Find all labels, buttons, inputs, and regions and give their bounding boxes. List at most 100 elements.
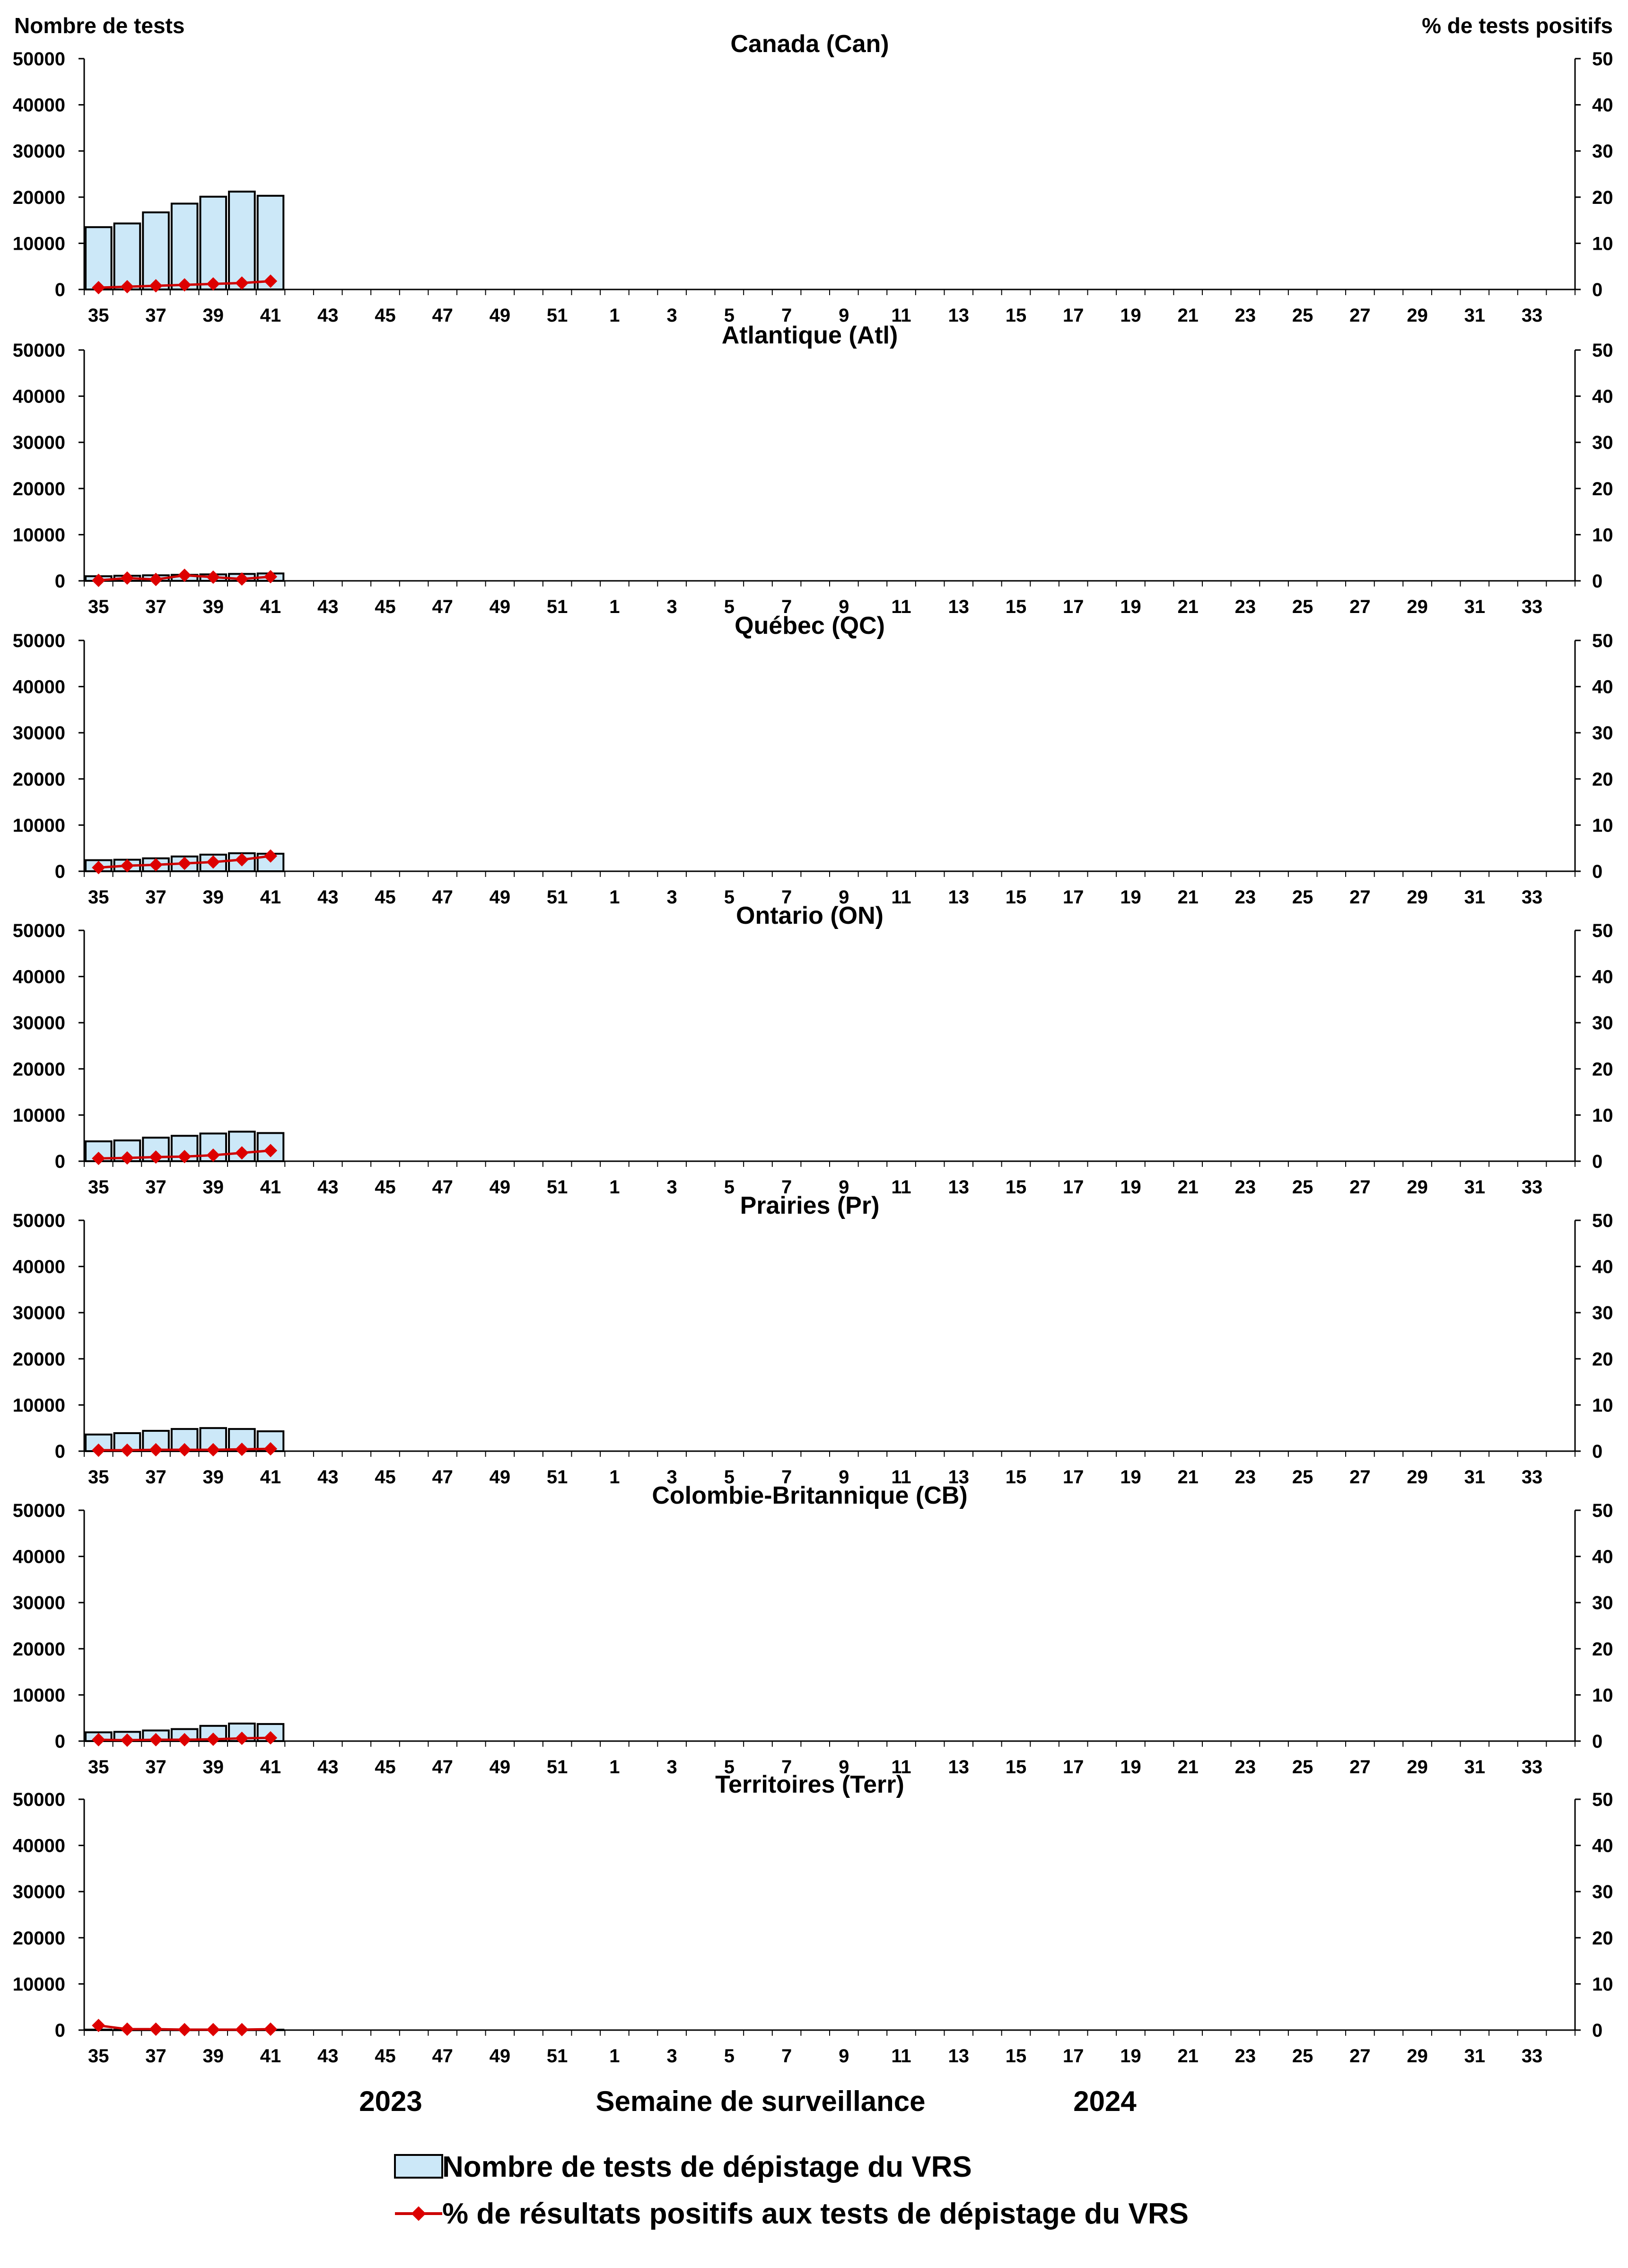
x-tick-label: 27	[1349, 1757, 1371, 1778]
x-tick-label: 9	[839, 1467, 849, 1488]
x-tick-label: 7	[781, 1757, 792, 1778]
x-tick-label: 23	[1235, 596, 1256, 617]
x-tick-label: 37	[145, 1757, 166, 1778]
x-tick-label: 1	[609, 1177, 620, 1198]
positivity-point	[149, 1443, 163, 1457]
y-right-tick-label: 10	[1592, 525, 1613, 545]
x-tick-label: 45	[375, 1757, 396, 1778]
y-right-tick-label: 20	[1592, 769, 1613, 790]
y-left-tick-label: 30000	[13, 432, 65, 453]
positivity-point	[178, 278, 192, 292]
panel-title: Territoires (Terr)	[715, 1771, 904, 1798]
panel-3: Québec (QC) 0 10000 20000 30000 40000 50000 0 10…	[13, 612, 1613, 908]
y-right-tick-label: 50	[1592, 1210, 1613, 1231]
x-tick-label: 11	[891, 887, 911, 908]
y-left-tick-label: 20000	[13, 1639, 65, 1660]
positivity-point	[149, 2022, 163, 2036]
x-tick-label: 23	[1235, 1467, 1256, 1488]
x-tick-label: 25	[1292, 1467, 1313, 1488]
x-tick-label: 23	[1235, 1177, 1256, 1198]
y-right-tick-label: 0	[1592, 1731, 1602, 1752]
x-tick-label: 49	[490, 2046, 511, 2067]
y-left-tick-label: 30000	[13, 723, 65, 744]
positivity-point	[120, 1443, 134, 1457]
y-left-tick-label: 30000	[13, 1882, 65, 1902]
positivity-point	[178, 1443, 192, 1457]
positivity-point	[235, 572, 249, 586]
x-tick-label: 37	[145, 2046, 166, 2067]
x-tick-label: 11	[891, 305, 911, 326]
y-left-tick-label: 20000	[13, 1349, 65, 1370]
x-tick-label: 23	[1235, 2046, 1256, 2067]
x-tick-label: 1	[609, 1757, 620, 1778]
x-tick-label: 7	[781, 2046, 792, 2067]
x-tick-label: 9	[839, 1757, 849, 1778]
panel-2: Atlantique (Atl)010000200003000040000500…	[13, 322, 1613, 617]
x-tick-label: 29	[1407, 596, 1428, 617]
x-tick-label: 17	[1063, 1467, 1084, 1488]
panel-title: Ontario (ON)	[736, 902, 884, 929]
y-left-tick-label: 40000	[13, 95, 65, 116]
x-tick-label: 31	[1464, 1757, 1486, 1778]
x-tick-label: 45	[375, 2046, 396, 2067]
x-tick-label: 23	[1235, 1757, 1256, 1778]
x-tick-label: 47	[432, 1467, 453, 1488]
x-tick-label: 49	[490, 887, 511, 908]
x-tick-label: 7	[781, 1467, 792, 1488]
x-tick-label: 1	[609, 887, 620, 908]
x-tick-label: 45	[375, 887, 396, 908]
x-tick-label: 25	[1292, 305, 1313, 326]
x-tick-label: 27	[1349, 2046, 1371, 2067]
y-left-tick-label: 30000	[13, 1593, 65, 1613]
x-tick-label: 45	[375, 305, 396, 326]
x-tick-label: 35	[88, 2046, 109, 2067]
positivity-point	[206, 2023, 220, 2037]
x-tick-label: 51	[547, 596, 568, 617]
y-right-tick-label: 10	[1592, 1105, 1613, 1126]
positivity-point	[235, 853, 249, 867]
x-tick-label: 29	[1407, 1757, 1428, 1778]
x-tick-label: 37	[145, 1467, 166, 1488]
x-tick-label: 35	[88, 305, 109, 326]
positivity-point	[92, 573, 105, 587]
x-tick-label: 37	[145, 887, 166, 908]
y-left-tick-label: 40000	[13, 1257, 65, 1278]
y-right-tick-label: 10	[1592, 1395, 1613, 1416]
panels-group: Canada (Can)0100002000030000400005000001…	[13, 30, 1613, 2067]
panel-title: Prairies (Pr)	[740, 1192, 880, 1219]
y-left-tick-label: 0	[55, 861, 65, 882]
y-right-tick-label: 30	[1592, 1013, 1613, 1033]
x-tick-label: 51	[547, 1177, 568, 1198]
y-right-tick-label: 0	[1592, 1441, 1602, 1462]
y-right-tick-label: 40	[1592, 967, 1613, 988]
x-tick-label: 29	[1407, 2046, 1428, 2067]
y-left-tick-label: 0	[55, 280, 65, 300]
x-tick-label: 37	[145, 596, 166, 617]
x-tick-label: 25	[1292, 1177, 1313, 1198]
panel-7: Territoires (Terr) 0 10000 20000 30000 40000 5…	[13, 1771, 1613, 2067]
x-tick-label: 15	[1006, 887, 1027, 908]
test-count-bar	[142, 211, 170, 290]
y-left-tick-label: 40000	[13, 677, 65, 698]
positivity-point	[263, 570, 278, 584]
x-tick-label: 13	[948, 305, 970, 326]
x-tick-label: 1	[609, 2046, 620, 2067]
x-tick-label: 47	[432, 1757, 453, 1778]
x-tick-label: 13	[948, 1757, 970, 1778]
test-count-bar	[113, 222, 141, 290]
x-tick-label: 13	[948, 1467, 970, 1488]
x-tick-label: 3	[666, 1177, 677, 1198]
x-tick-label: 33	[1522, 1177, 1543, 1198]
y-left-tick-label: 10000	[13, 1685, 65, 1706]
x-tick-label: 47	[432, 1177, 453, 1198]
x-tick-label: 27	[1349, 305, 1371, 326]
x-tick-label: 5	[724, 1467, 735, 1488]
legend-bar-swatch	[394, 2154, 443, 2179]
x-tick-label: 3	[666, 305, 677, 326]
y-right-tick-label: 0	[1592, 2020, 1602, 2041]
x-tick-label: 1	[609, 305, 620, 326]
y-left-tick-label: 40000	[13, 386, 65, 407]
y-left-tick-label: 50000	[13, 920, 65, 941]
x-tick-label: 25	[1292, 2046, 1313, 2067]
x-tick-label: 9	[839, 305, 849, 326]
